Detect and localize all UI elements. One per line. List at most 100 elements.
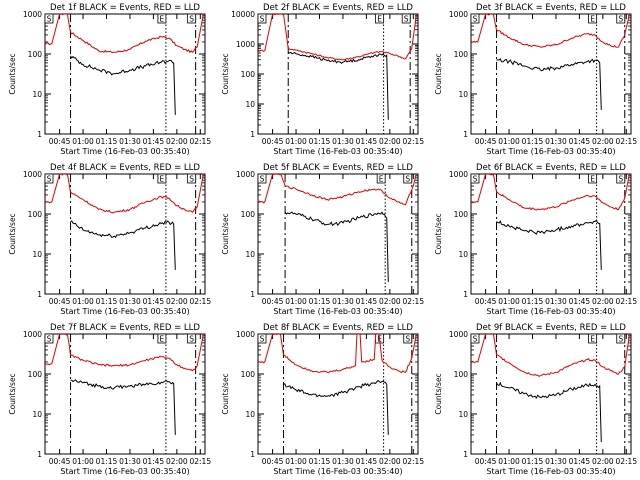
marker-box <box>588 13 598 24</box>
x-tick-label: 01:00 <box>285 457 307 466</box>
x-tick-label: 02:15 <box>189 137 211 146</box>
marker-label: S <box>618 175 623 184</box>
marker-label: S <box>189 175 194 184</box>
x-tick-label: 02:00 <box>592 297 614 306</box>
chart-title: Det 5f BLACK = Events, RED = LLD <box>263 163 413 173</box>
x-tick-label: 00:45 <box>49 457 71 466</box>
marker-label: S <box>47 15 52 24</box>
marker-box <box>375 13 385 24</box>
chart-title: Det 2f BLACK = Events, RED = LLD <box>263 3 413 13</box>
y-tick-label: 100 <box>454 210 469 219</box>
x-tick-label: 00:45 <box>262 137 284 146</box>
marker-box <box>403 173 413 184</box>
x-tick-label: 01:30 <box>119 297 141 306</box>
x-tick-label: 00:45 <box>49 297 71 306</box>
marker-box <box>616 13 626 24</box>
y-axis-label: Counts/sec <box>8 213 17 254</box>
x-tick-label: 02:00 <box>166 137 188 146</box>
y-tick-label: 100 <box>28 370 43 379</box>
y-tick-label: 10 <box>245 100 255 109</box>
y-axis-label: Counts/sec <box>221 213 230 254</box>
y-axis-label: Counts/sec <box>434 213 443 254</box>
events-series-line <box>288 51 389 120</box>
marker-label: S <box>260 335 265 344</box>
x-tick-label: 01:45 <box>356 137 378 146</box>
x-tick-label: 01:15 <box>309 297 331 306</box>
y-tick-label: 100 <box>454 50 469 59</box>
marker-label: S <box>189 15 194 24</box>
plot-frame <box>257 13 419 135</box>
y-axis-label: Counts/sec <box>434 53 443 94</box>
chart-panel-2: Det 2f BLACK = Events, RED = LLD 1 10 100 10… <box>221 3 424 156</box>
plot-frame <box>44 173 206 295</box>
marker-label: S <box>618 15 623 24</box>
lld-series-line <box>471 14 630 48</box>
marker-label: S <box>47 175 52 184</box>
y-axis-label: Counts/sec <box>221 373 230 414</box>
marker-box <box>470 173 480 184</box>
marker-label: E <box>379 175 384 184</box>
x-tick-label: 02:15 <box>615 297 637 306</box>
marker-box <box>588 173 598 184</box>
y-tick-label: 10 <box>458 410 468 419</box>
y-tick-label: 10 <box>458 90 468 99</box>
x-axis-label: Start Time (16-Feb-03 00:35:40) <box>486 467 615 476</box>
x-tick-label: 01:45 <box>143 297 165 306</box>
y-tick-label: 100 <box>454 370 469 379</box>
marker-box <box>44 333 54 344</box>
events-series-line <box>284 211 389 283</box>
x-tick-label: 01:15 <box>309 457 331 466</box>
y-tick-label: 1 <box>250 290 255 299</box>
x-tick-label: 01:15 <box>522 297 544 306</box>
x-axis-label: Start Time (16-Feb-03 00:35:40) <box>273 467 402 476</box>
marker-box <box>616 333 626 344</box>
marker-label: S <box>405 335 410 344</box>
x-tick-label: 01:45 <box>569 297 591 306</box>
marker-label: S <box>473 175 478 184</box>
x-tick-label: 02:15 <box>402 457 424 466</box>
lld-series-line <box>258 334 417 374</box>
x-axis-label: Start Time (16-Feb-03 00:35:40) <box>60 307 189 316</box>
marker-label: E <box>160 175 165 184</box>
y-tick-label: 1000 <box>449 330 468 339</box>
marker-box <box>187 333 197 344</box>
plot-frame <box>470 333 632 455</box>
chart-title: Det 3f BLACK = Events, RED = LLD <box>476 3 626 13</box>
y-tick-label: 100 <box>28 210 43 219</box>
marker-label: S <box>404 15 409 24</box>
events-series-line <box>70 379 176 435</box>
marker-box <box>257 333 267 344</box>
marker-label: S <box>473 15 478 24</box>
x-tick-label: 01:00 <box>498 457 520 466</box>
x-tick-label: 01:45 <box>143 137 165 146</box>
x-tick-label: 00:45 <box>262 457 284 466</box>
x-tick-label: 01:45 <box>569 457 591 466</box>
y-tick-label: 100 <box>28 50 43 59</box>
marker-box <box>403 333 413 344</box>
y-axis-label: Counts/sec <box>434 373 443 414</box>
x-tick-label: 00:45 <box>475 137 497 146</box>
x-tick-label: 01:00 <box>498 137 520 146</box>
chart-panel-6: Det 6f BLACK = Events, RED = LLD 1 10 100 10… <box>434 163 637 316</box>
plot-frame <box>470 13 632 135</box>
x-tick-label: 01:30 <box>119 457 141 466</box>
y-tick-label: 10 <box>458 250 468 259</box>
y-tick-label: 1 <box>463 130 468 139</box>
x-tick-label: 00:45 <box>49 137 71 146</box>
x-tick-label: 01:15 <box>96 457 118 466</box>
marker-box <box>470 13 480 24</box>
x-axis-label: Start Time (16-Feb-03 00:35:40) <box>60 467 189 476</box>
lld-series-line <box>258 174 417 206</box>
y-tick-label: 1 <box>37 130 42 139</box>
marker-box <box>157 333 167 344</box>
y-axis-label: Counts/sec <box>221 53 230 94</box>
chart-title: Det 1f BLACK = Events, RED = LLD <box>50 3 200 13</box>
x-tick-label: 02:15 <box>189 457 211 466</box>
marker-label: E <box>590 335 595 344</box>
y-tick-label: 1000 <box>23 330 42 339</box>
x-tick-label: 02:00 <box>166 457 188 466</box>
marker-box <box>44 173 54 184</box>
x-tick-label: 00:45 <box>262 297 284 306</box>
lld-series-line <box>45 14 204 54</box>
